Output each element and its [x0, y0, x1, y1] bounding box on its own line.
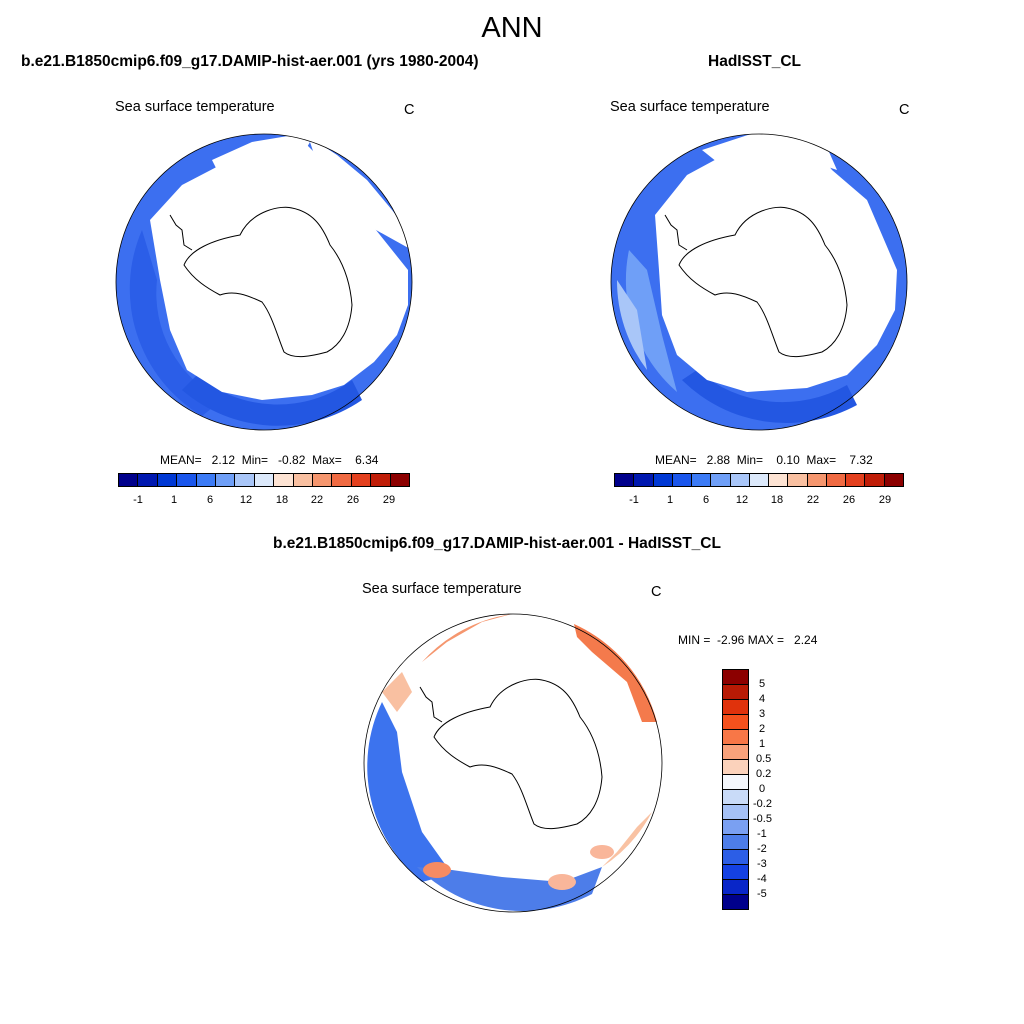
colorbar-swatch	[615, 474, 635, 486]
colorbar-swatch	[157, 474, 178, 486]
diff-cbar-tick: -4	[757, 873, 767, 885]
diff-cbar-tick: 0	[759, 783, 766, 795]
right-cbar-tick: 22	[806, 494, 820, 506]
diff-cbar-tick: -1	[757, 828, 767, 840]
diff-variable-label: Sea surface temperature	[362, 581, 522, 597]
colorbar-swatch	[216, 474, 236, 486]
diff-cbar-tick: 4	[759, 693, 766, 705]
diff-cbar-tick: 0.5	[756, 753, 772, 765]
right-cbar-tick: 18	[770, 494, 784, 506]
colorbar-swatch	[196, 474, 217, 486]
colorbar-swatch	[723, 790, 748, 805]
colorbar-swatch	[235, 474, 255, 486]
diff-cbar-tick: 0.2	[756, 768, 772, 780]
panel-left-title: b.e21.B1850cmip6.f09_g17.DAMIP-hist-aer.…	[21, 53, 479, 70]
colorbar-swatch	[846, 474, 866, 486]
colorbar-swatch	[672, 474, 693, 486]
diff-cbar-tick: -0.2	[753, 798, 772, 810]
colorbar-swatch	[390, 474, 410, 486]
colorbar-swatch	[865, 474, 885, 486]
colorbar-swatch	[634, 474, 654, 486]
left-cbar-tick: -1	[133, 494, 143, 506]
colorbar-swatch	[274, 474, 294, 486]
panel-diff-title: b.e21.B1850cmip6.f09_g17.DAMIP-hist-aer.…	[273, 535, 721, 552]
colorbar-swatch	[119, 474, 139, 486]
colorbar-swatch	[723, 775, 748, 790]
right-cbar-tick: -1	[629, 494, 639, 506]
diff-cbar-tick: 2	[759, 723, 766, 735]
colorbar-swatch	[826, 474, 847, 486]
colorbar-swatch	[177, 474, 197, 486]
colorbar-swatch	[769, 474, 789, 486]
colorbar-swatch	[711, 474, 731, 486]
left-cbar-tick: 29	[382, 494, 396, 506]
colorbar-swatch	[254, 474, 275, 486]
left-cbar-tick: 22	[310, 494, 324, 506]
colorbar-swatch	[692, 474, 712, 486]
colorbar-swatch	[723, 865, 748, 880]
colorbar-swatch	[723, 895, 748, 909]
right-cbar-tick: 29	[878, 494, 892, 506]
colorbar-swatch	[351, 474, 372, 486]
right-colorbar	[614, 473, 904, 487]
colorbar-swatch	[723, 760, 748, 775]
diff-cbar-tick: -0.5	[753, 813, 772, 825]
diff-cbar-tick: 3	[759, 708, 766, 720]
right-cbar-tick: 6	[702, 494, 710, 506]
left-cbar-tick: 18	[275, 494, 289, 506]
diff-stats: MIN = -2.96 MAX = 2.24	[678, 633, 818, 647]
colorbar-swatch	[807, 474, 827, 486]
diff-cbar-tick: -5	[757, 888, 767, 900]
colorbar-swatch	[749, 474, 770, 486]
right-cbar-tick: 1	[666, 494, 674, 506]
left-stats: MEAN= 2.12 Min= -0.82 Max= 6.34	[160, 453, 379, 467]
diff-units-label: C	[651, 584, 662, 600]
colorbar-swatch	[332, 474, 352, 486]
right-cbar-tick: 26	[842, 494, 856, 506]
colorbar-swatch	[723, 670, 748, 685]
colorbar-swatch	[723, 880, 748, 895]
colorbar-swatch	[723, 730, 748, 745]
left-cbar-tick: 26	[346, 494, 360, 506]
left-units-label: C	[404, 102, 415, 118]
colorbar-swatch	[723, 715, 748, 730]
colorbar-swatch	[138, 474, 158, 486]
colorbar-swatch	[723, 700, 748, 715]
left-cbar-tick: 12	[239, 494, 253, 506]
colorbar-swatch	[788, 474, 808, 486]
diff-cbar-tick: 1	[759, 738, 766, 750]
right-cbar-tick: 12	[735, 494, 749, 506]
colorbar-swatch	[723, 745, 748, 760]
right-stats: MEAN= 2.88 Min= 0.10 Max= 7.32	[655, 453, 873, 467]
left-sst-map	[115, 133, 415, 431]
left-colorbar	[118, 473, 410, 487]
colorbar-swatch	[723, 685, 748, 700]
colorbar-swatch	[723, 850, 748, 865]
colorbar-swatch	[730, 474, 750, 486]
diff-cbar-tick: -3	[757, 858, 767, 870]
right-sst-map	[610, 132, 909, 431]
diff-sst-map	[363, 613, 663, 913]
left-cbar-tick: 1	[170, 494, 178, 506]
right-variable-label: Sea surface temperature	[610, 99, 770, 115]
right-units-label: C	[899, 102, 910, 118]
colorbar-swatch	[723, 835, 748, 850]
left-variable-label: Sea surface temperature	[115, 99, 275, 115]
panel-right-title: HadISST_CL	[708, 53, 802, 70]
colorbar-swatch	[884, 474, 903, 486]
colorbar-swatch	[293, 474, 314, 486]
diff-cbar-tick: 5	[759, 678, 766, 690]
diff-cbar-tick: -2	[757, 843, 767, 855]
colorbar-swatch	[313, 474, 333, 486]
diff-colorbar	[722, 669, 749, 910]
colorbar-swatch	[653, 474, 673, 486]
colorbar-swatch	[371, 474, 391, 486]
left-cbar-tick: 6	[206, 494, 214, 506]
colorbar-swatch	[723, 805, 748, 820]
figure-title: ANN	[481, 12, 543, 44]
colorbar-swatch	[723, 820, 748, 835]
